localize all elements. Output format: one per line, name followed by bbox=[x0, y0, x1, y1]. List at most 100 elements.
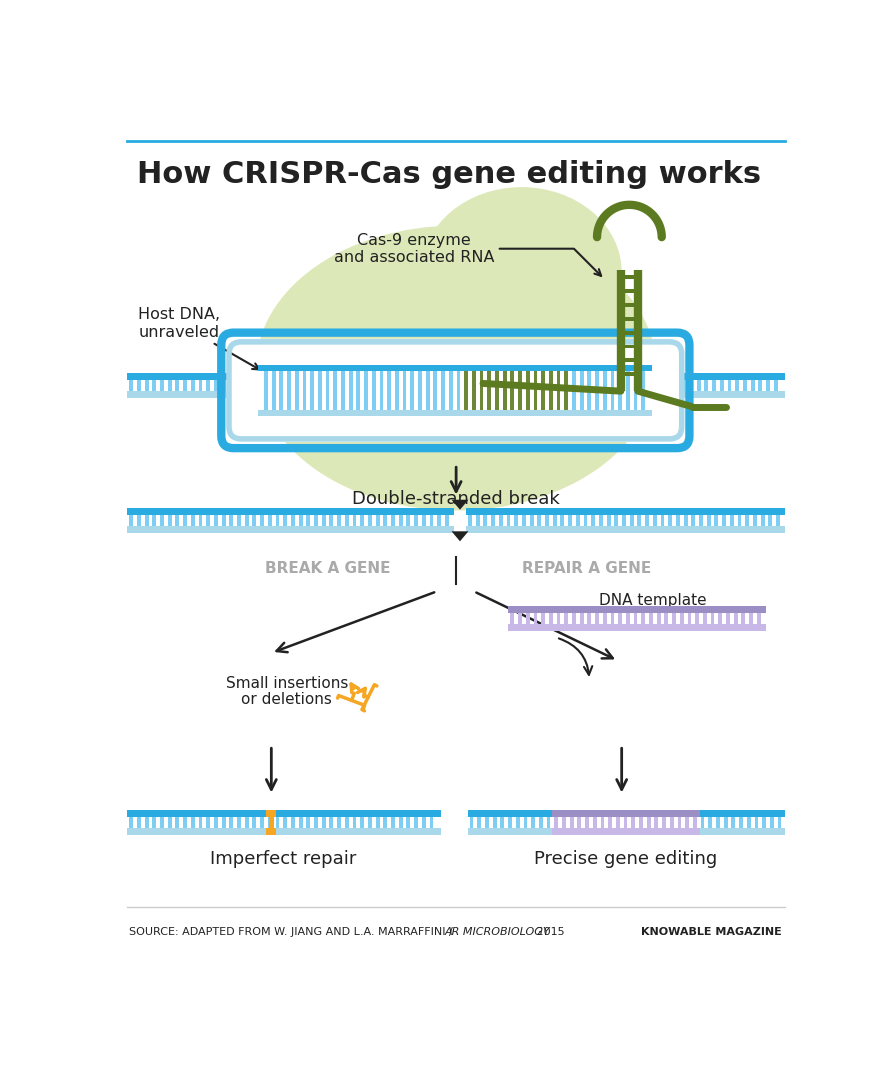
Bar bbox=[562, 817, 566, 828]
Bar bbox=[561, 515, 564, 526]
Bar bbox=[553, 515, 556, 526]
Bar bbox=[727, 381, 732, 391]
Bar bbox=[778, 817, 781, 828]
Bar bbox=[488, 371, 491, 410]
Bar bbox=[472, 371, 476, 410]
Bar bbox=[553, 810, 700, 817]
Bar bbox=[620, 331, 639, 334]
Bar bbox=[480, 371, 483, 410]
Bar bbox=[314, 817, 318, 828]
Bar bbox=[620, 372, 639, 376]
Bar bbox=[572, 371, 576, 410]
Bar bbox=[198, 381, 202, 391]
Bar bbox=[269, 817, 273, 828]
Bar bbox=[291, 817, 295, 828]
Bar bbox=[384, 515, 387, 526]
Bar bbox=[341, 371, 344, 410]
Bar bbox=[264, 371, 268, 410]
Bar bbox=[441, 371, 445, 410]
Bar bbox=[647, 817, 651, 828]
Bar bbox=[206, 515, 210, 526]
Bar bbox=[360, 817, 364, 828]
Bar bbox=[245, 515, 248, 526]
Bar bbox=[562, 817, 566, 828]
Bar bbox=[160, 381, 164, 391]
Bar bbox=[510, 613, 514, 624]
Bar bbox=[541, 613, 545, 624]
Bar bbox=[631, 817, 635, 828]
Bar bbox=[645, 515, 649, 526]
Bar bbox=[445, 515, 449, 526]
Bar bbox=[620, 317, 639, 321]
Text: Small insertions: Small insertions bbox=[225, 676, 348, 691]
Bar bbox=[634, 613, 637, 624]
Bar bbox=[352, 515, 356, 526]
Bar bbox=[599, 515, 603, 526]
Bar bbox=[503, 371, 506, 410]
Bar bbox=[299, 515, 303, 526]
Bar bbox=[531, 817, 535, 828]
Bar bbox=[387, 371, 391, 410]
Bar bbox=[693, 817, 697, 828]
Bar bbox=[679, 373, 785, 381]
Bar bbox=[364, 371, 368, 410]
Bar bbox=[660, 515, 665, 526]
Bar bbox=[595, 371, 599, 410]
Bar bbox=[314, 515, 318, 526]
Bar bbox=[654, 817, 659, 828]
Bar bbox=[579, 613, 584, 624]
Bar bbox=[198, 817, 202, 828]
Text: Imperfect repair: Imperfect repair bbox=[210, 851, 356, 868]
Bar bbox=[724, 817, 727, 828]
Bar bbox=[556, 613, 561, 624]
Bar bbox=[198, 515, 202, 526]
Bar bbox=[222, 381, 225, 391]
Bar bbox=[425, 371, 430, 410]
Bar bbox=[514, 515, 518, 526]
Bar bbox=[526, 613, 530, 624]
Bar bbox=[395, 371, 399, 410]
Bar bbox=[591, 515, 595, 526]
Bar bbox=[466, 526, 785, 533]
Bar bbox=[607, 515, 611, 526]
Bar bbox=[755, 817, 758, 828]
Bar bbox=[145, 515, 149, 526]
Bar bbox=[732, 817, 735, 828]
Bar bbox=[530, 515, 533, 526]
Bar bbox=[508, 624, 766, 631]
Bar bbox=[311, 371, 314, 410]
Bar bbox=[437, 515, 441, 526]
Bar bbox=[539, 817, 543, 828]
Bar bbox=[430, 817, 433, 828]
Bar bbox=[670, 817, 674, 828]
Bar bbox=[268, 515, 271, 526]
Bar bbox=[127, 828, 441, 834]
Bar bbox=[572, 613, 576, 624]
Bar bbox=[747, 817, 750, 828]
Bar bbox=[287, 371, 291, 410]
Bar bbox=[630, 515, 634, 526]
Bar bbox=[601, 817, 604, 828]
Bar bbox=[639, 817, 643, 828]
Text: 2015: 2015 bbox=[533, 927, 565, 937]
Bar bbox=[457, 371, 460, 410]
Bar bbox=[508, 817, 512, 828]
Bar bbox=[407, 817, 410, 828]
Bar bbox=[279, 371, 283, 410]
Text: KNOWABLE MAGAZINE: KNOWABLE MAGAZINE bbox=[641, 927, 781, 937]
Bar bbox=[449, 371, 453, 410]
Bar bbox=[601, 817, 604, 828]
Bar bbox=[768, 515, 773, 526]
Bar bbox=[677, 817, 682, 828]
Bar bbox=[391, 515, 395, 526]
Bar bbox=[167, 817, 172, 828]
Bar bbox=[595, 613, 599, 624]
Text: SOURCE: ADAPTED FROM W. JIANG AND L.A. MARRAFFINI /: SOURCE: ADAPTED FROM W. JIANG AND L.A. M… bbox=[129, 927, 457, 937]
Bar bbox=[214, 817, 218, 828]
Bar bbox=[738, 515, 741, 526]
Bar bbox=[608, 817, 612, 828]
Bar bbox=[467, 828, 785, 834]
Bar bbox=[422, 817, 425, 828]
Bar bbox=[137, 381, 141, 391]
Bar bbox=[271, 371, 276, 410]
